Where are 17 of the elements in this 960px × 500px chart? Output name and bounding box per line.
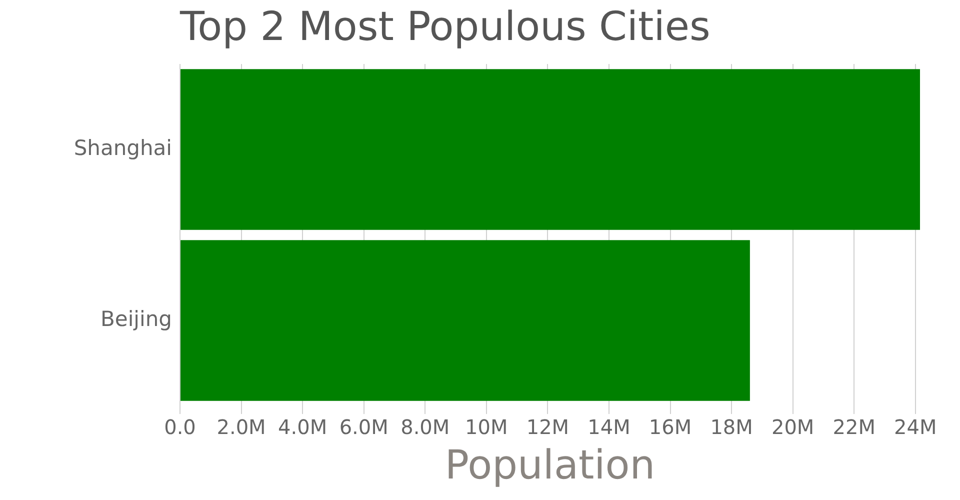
x-tick-label: 10M <box>465 415 508 440</box>
chart-title: Top 2 Most Populous Cities <box>179 4 710 50</box>
x-tick-label: 8.0M <box>400 415 450 440</box>
x-tick-label: 2.0M <box>216 415 266 440</box>
x-tick-label: 20M <box>771 415 814 440</box>
x-tick-label: 22M <box>832 415 876 440</box>
x-tick-label: 12M <box>526 415 570 440</box>
x-tick-label: 0.0 <box>164 415 196 440</box>
x-tick-label: 6.0M <box>339 415 388 440</box>
x-tick-label: 4.0M <box>278 415 328 440</box>
x-tick-label: 14M <box>588 415 630 440</box>
y-tick-label: Beijing <box>100 306 172 331</box>
y-tick-label: Shanghai <box>74 136 172 160</box>
x-axis-title: Population <box>444 442 656 488</box>
x-tick-label: 18M <box>710 415 753 440</box>
x-tick-label: 16M <box>648 415 692 440</box>
x-tick-label: 24M <box>894 415 937 440</box>
